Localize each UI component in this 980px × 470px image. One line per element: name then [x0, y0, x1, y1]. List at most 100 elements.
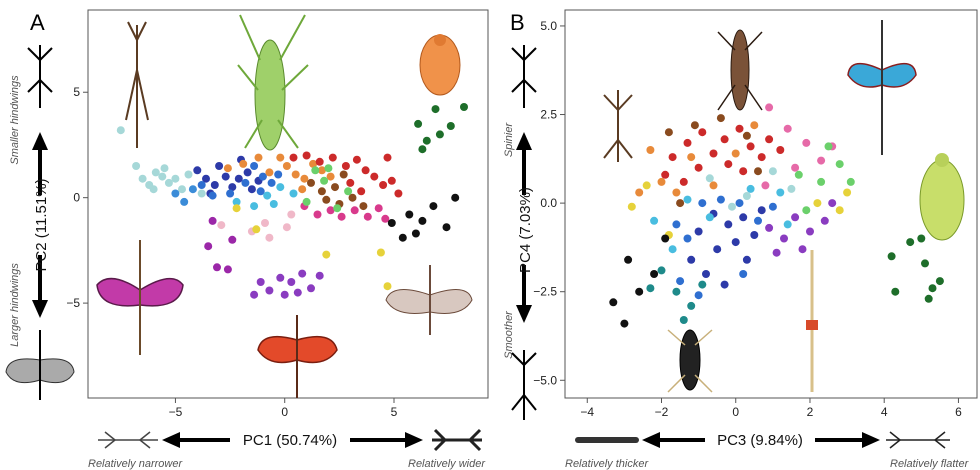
panel-b: −4 −2 0 2 4 6 −5.0 −2.5 0.0 2.5 5.0: [503, 9, 978, 470]
scatter-point-b-3-5: [791, 163, 800, 172]
x-tick-label-b-3: 2: [807, 405, 814, 419]
scatter-point-a-12-4: [298, 269, 307, 278]
panel-b-x-arrow-left-icon: [642, 432, 660, 448]
scatter-point-a-2-4: [250, 162, 259, 170]
scatter-point-a-9-2: [333, 204, 342, 213]
scatter-point-a-12-9: [315, 271, 324, 280]
scatter-point-a-13-4: [208, 216, 217, 225]
scatter-point-a-1-3: [215, 162, 224, 170]
scatter-point-a-5-0: [289, 153, 298, 162]
scatter-point-a-2-2: [226, 189, 235, 198]
scatter-point-b-6-3: [746, 184, 755, 193]
scatter-point-b-4-0: [694, 227, 703, 236]
scatter-point-a-6-0: [307, 178, 315, 187]
scatter-point-a-7-1: [337, 212, 346, 221]
scatter-point-b-0-4: [720, 135, 729, 144]
scatter-point-b-8-0: [765, 223, 774, 232]
scatter-point-a-5-9: [387, 176, 396, 185]
panel-a-points: [116, 103, 468, 299]
scatter-point-b-6-4: [776, 188, 785, 197]
scatter-point-b-8-1: [780, 234, 788, 243]
scatter-point-a-0-7: [171, 174, 180, 183]
panel-a-y-arrow-up-icon: [32, 132, 48, 150]
scatter-point-a-5-3: [328, 153, 337, 162]
panel-b-x-axis-title: PC3 (9.84%): [717, 432, 803, 449]
scatter-point-a-6-6: [322, 195, 331, 204]
panel-a-plot-frame: [87, 9, 489, 399]
scatter-point-a-9-1: [324, 164, 333, 173]
scatter-point-b-11-3: [787, 184, 796, 193]
scatter-point-a-3-3: [276, 183, 285, 192]
scatter-point-b-3-0: [765, 103, 774, 112]
scatter-point-a-14-4: [232, 204, 241, 213]
scatter-point-a-5-4: [341, 162, 350, 170]
scatter-point-b-7-3: [698, 280, 707, 289]
scatter-point-a-4-11: [298, 185, 307, 194]
scatter-point-b-0-5: [735, 124, 744, 133]
panel-a-ticks: −5 0 5 −5 0 5: [66, 85, 397, 419]
x-tick-label-a-1: 0: [281, 405, 288, 419]
y-tick-label-a-0: −5: [66, 296, 80, 310]
scatter-point-b-8-2: [791, 213, 800, 222]
scatter-point-a-5-11: [357, 187, 366, 196]
scatter-point-b-13-4: [891, 287, 900, 296]
scatter-point-a-8-0: [217, 221, 226, 230]
scatter-point-a-11-4: [442, 223, 451, 232]
scatter-point-b-0-8: [694, 163, 703, 172]
scatter-point-b-0-14: [739, 167, 748, 176]
scatter-point-b-8-3: [806, 227, 814, 236]
scatter-point-b-9-3: [835, 206, 844, 215]
scatter-point-a-5-13: [394, 189, 403, 198]
scatter-point-b-4-8: [702, 270, 710, 278]
scatter-point-b-4-5: [731, 238, 740, 247]
panel-a-y-low-note: Larger hindwings: [9, 263, 21, 347]
scatter-point-a-0-5: [158, 172, 167, 181]
scatter-point-b-1-2: [672, 188, 681, 197]
scatter-point-b-6-1: [668, 245, 677, 254]
stick-insect-icon: [27, 45, 53, 108]
scatter-point-b-0-13: [679, 177, 688, 186]
panel-a-x-arrow-right-icon: [405, 432, 423, 448]
scatter-point-b-10-3: [846, 177, 855, 186]
x-tick-label-b-1: −2: [655, 405, 669, 419]
scatter-point-a-3-0: [232, 197, 241, 206]
insect-illustration-pink-winged-icon: [96, 240, 184, 355]
scatter-point-a-12-5: [307, 284, 315, 293]
scatter-point-b-1-7: [635, 188, 644, 197]
scatter-point-a-1-1: [202, 174, 210, 183]
scatter-point-b-7-4: [646, 284, 655, 293]
scatter-point-a-3-1: [250, 202, 259, 211]
scatter-point-a-5-8: [379, 181, 388, 189]
scatter-point-b-11-0: [705, 174, 714, 183]
scatter-point-a-6-3: [339, 170, 348, 179]
x-tick-label-b-2: 0: [732, 405, 739, 419]
scatter-point-a-5-2: [315, 157, 324, 166]
scatter-point-a-0-0: [116, 126, 125, 135]
scatter-point-a-14-3: [383, 282, 392, 291]
scatter-point-a-0-8: [178, 185, 186, 194]
scatter-point-a-6-7: [359, 202, 368, 211]
y-tick-label-a-1: 0: [73, 191, 80, 205]
scatter-point-b-1-5: [731, 149, 740, 158]
scatter-point-b-3-2: [802, 138, 811, 147]
scatter-point-b-6-5: [705, 213, 714, 222]
scatter-point-b-0-11: [776, 146, 785, 154]
panel-a-y-arrow-down-icon: [32, 300, 48, 318]
scatter-point-b-1-1: [657, 177, 666, 186]
scatter-point-b-9-4: [843, 188, 852, 197]
scatter-point-b-5-7: [676, 277, 685, 286]
scatter-point-b-4-7: [687, 255, 696, 264]
panel-b-plot-frame: [564, 9, 978, 399]
winged-stick-insect-icon: [5, 330, 75, 400]
scatter-point-b-4-9: [742, 255, 751, 264]
scatter-point-b-0-3: [709, 149, 718, 158]
scatter-point-a-11-0: [387, 219, 396, 227]
scatter-point-a-1-8: [247, 185, 256, 194]
scatter-point-a-14-1: [322, 250, 331, 259]
scatter-point-b-12-2: [650, 270, 659, 278]
scatter-point-a-4-7: [309, 159, 318, 168]
scatter-point-a-15-2: [188, 185, 197, 194]
panel-a-x-arrow-left-icon: [162, 432, 180, 448]
scatter-point-a-2-7: [256, 187, 265, 196]
